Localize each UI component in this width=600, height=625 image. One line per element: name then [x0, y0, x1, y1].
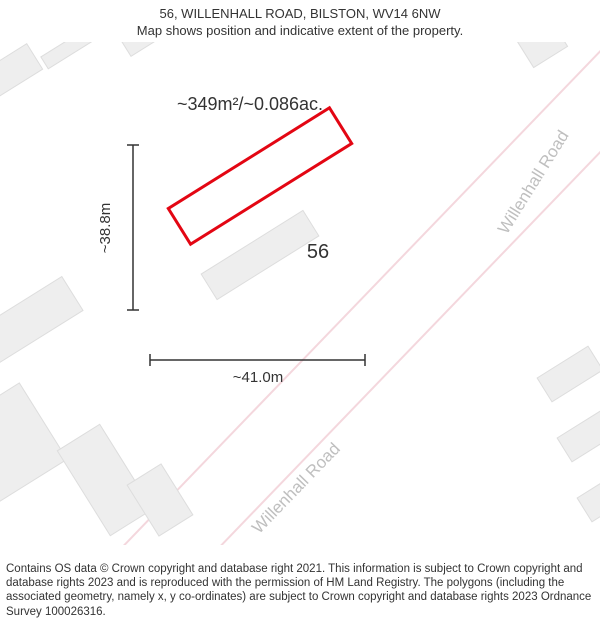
property-address: 56, WILLENHALL ROAD, BILSTON, WV14 6NW — [0, 6, 600, 23]
copyright-footer: Contains OS data © Crown copyright and d… — [6, 562, 594, 620]
property-map: ~38.8m~41.0m~349m²/~0.086ac.56Willenhall… — [0, 0, 600, 545]
house-number-label: 56 — [307, 241, 329, 263]
area-label: ~349m²/~0.086ac. — [177, 94, 323, 114]
map-subtitle: Map shows position and indicative extent… — [0, 23, 600, 40]
dimension-vertical: ~38.8m — [97, 203, 114, 253]
dimension-horizontal: ~41.0m — [233, 369, 283, 386]
map-header: 56, WILLENHALL ROAD, BILSTON, WV14 6NW M… — [0, 6, 600, 40]
